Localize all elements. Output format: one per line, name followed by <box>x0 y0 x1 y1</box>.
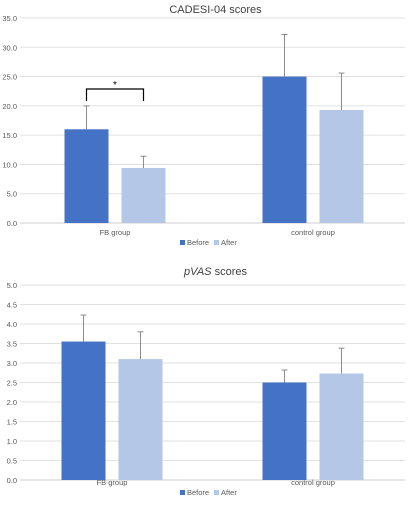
significance-bracket <box>85 88 145 101</box>
y-tick-label: 5.0 <box>7 281 17 290</box>
y-tick-label: 15.0 <box>2 131 17 140</box>
legend-label-before: Before <box>187 488 209 497</box>
x-category-label: FB group <box>97 478 128 487</box>
legend-label-after: After <box>221 488 237 497</box>
bar-after-1 <box>319 373 364 480</box>
y-tick-label: 4.5 <box>7 301 17 310</box>
y-tick-label: 3.5 <box>7 340 17 349</box>
bar-after-0 <box>121 167 166 223</box>
y-tick-label: 30.0 <box>2 43 17 52</box>
y-tick-label: 1.5 <box>7 418 17 427</box>
y-tick-label: 10.0 <box>2 160 17 169</box>
y-tick-label: 4.0 <box>7 320 17 329</box>
legend-label-after: After <box>221 238 237 247</box>
significance-label: * <box>113 80 117 91</box>
bar-after-1 <box>319 109 364 223</box>
legend-swatch-before <box>180 490 185 495</box>
y-tick-label: 1.0 <box>7 437 17 446</box>
bar-before-0 <box>64 129 109 223</box>
bar-before-0 <box>61 341 106 480</box>
bar-before-1 <box>262 76 307 223</box>
x-category-label: FB group <box>100 228 131 237</box>
bar-after-0 <box>118 359 163 480</box>
y-tick-label: 0.0 <box>7 219 17 228</box>
legend-label-before: Before <box>187 238 209 247</box>
x-category-label: control group <box>291 228 335 237</box>
y-tick-label: 2.0 <box>7 398 17 407</box>
y-tick-label: 0.5 <box>7 457 17 466</box>
legend-swatch-after <box>214 490 219 495</box>
bar-before-1 <box>262 382 307 480</box>
y-tick-label: 20.0 <box>2 102 17 111</box>
legend-swatch-before <box>180 240 185 245</box>
y-tick-label: 2.5 <box>7 379 17 388</box>
y-tick-label: 35.0 <box>2 14 17 23</box>
y-tick-label: 5.0 <box>7 190 17 199</box>
chart-title-0: CADESI-04 scores <box>169 4 262 16</box>
y-tick-label: 3.0 <box>7 359 17 368</box>
y-tick-label: 25.0 <box>2 73 17 82</box>
x-category-label: control group <box>291 478 335 487</box>
y-tick-label: 0.0 <box>7 476 17 485</box>
legend-swatch-after <box>214 240 219 245</box>
chart-title-1: pVAS scores <box>183 266 247 278</box>
